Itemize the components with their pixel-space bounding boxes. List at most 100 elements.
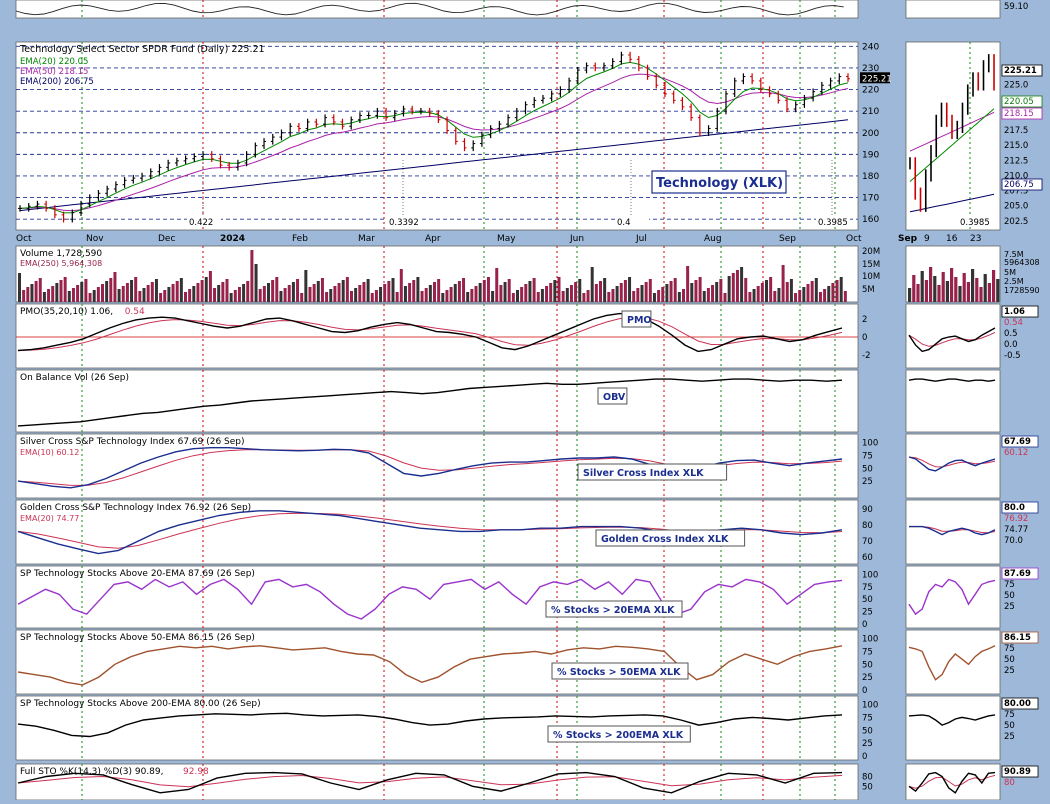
indicator-label-box — [577, 463, 728, 481]
x-axis-tick: Jun — [569, 234, 584, 244]
volume-y-tick: 5M — [862, 285, 875, 295]
volume-bar — [67, 291, 71, 302]
annotation-bg — [187, 216, 221, 227]
indicator-label-box — [545, 600, 683, 618]
indicator-y-tick: 100 — [862, 439, 878, 449]
volume-bar — [706, 288, 710, 302]
indicator-label: PMO — [627, 315, 652, 326]
indicator-line — [17, 312, 843, 353]
volume-bar — [370, 293, 374, 302]
volume-bar — [536, 292, 540, 302]
indicator-right-label: 80 — [1004, 778, 1015, 788]
volume-bar — [217, 285, 221, 302]
volume-bar — [146, 285, 150, 302]
volume-bar — [350, 291, 353, 302]
right-panel-bg — [905, 0, 1001, 19]
volume-bar — [619, 283, 623, 302]
indicator-y-tick: 50 — [862, 726, 873, 736]
right-indicator-line — [908, 327, 996, 353]
indicator-label-box — [547, 725, 691, 743]
volume-bar — [84, 279, 88, 302]
x-axis-tick: Feb — [292, 234, 308, 244]
volume-bar — [96, 287, 100, 302]
indicator-label-box — [595, 529, 746, 547]
ema200-line — [19, 119, 849, 212]
indicator-right-label: 75 — [1004, 644, 1015, 654]
volume-bar — [802, 287, 806, 302]
volume-bar — [308, 287, 312, 302]
price-y-tick: 160 — [862, 215, 879, 225]
volume-bar — [30, 284, 34, 302]
volume-bar — [582, 293, 586, 302]
indicator-right-label: 74.77 — [1004, 525, 1028, 535]
indicator-title-signal: 0.54 — [125, 307, 145, 317]
indicator-y-tick: 50 — [862, 660, 873, 670]
volume-bar — [437, 279, 441, 302]
volume-bar — [51, 286, 55, 302]
volume-bar — [225, 279, 229, 302]
price-y-tick: 170 — [862, 194, 879, 204]
volume-bar — [785, 282, 789, 302]
x-axis-tick: May — [497, 234, 516, 244]
right-y-tick: 225.0 — [1004, 80, 1028, 90]
volume-bar — [159, 293, 163, 302]
volume-bar — [362, 282, 366, 302]
indicator-value-tag — [1001, 501, 1039, 514]
volume-bar — [545, 286, 549, 302]
indicator-y-tick: 50 — [862, 782, 873, 792]
volume-bar — [590, 267, 594, 302]
indicator-y-tick: 0 — [862, 686, 867, 696]
volume-bar — [271, 280, 275, 302]
volume-bar — [520, 287, 524, 302]
volume-bar — [657, 290, 661, 302]
right-panel-bg — [905, 629, 1001, 695]
indicator-y-tick: 75 — [862, 451, 873, 461]
ema50-line — [19, 73, 849, 212]
volume-bar — [433, 282, 436, 302]
volume-bar — [80, 282, 84, 302]
right-volume-bar — [950, 268, 954, 302]
volume-bar — [843, 291, 847, 302]
annotation-bg — [816, 216, 850, 227]
volume-bar — [474, 286, 478, 302]
volume-bar — [358, 285, 362, 302]
volume-bar — [279, 291, 283, 302]
right-volume-bar — [983, 274, 987, 302]
right-indicator-line — [908, 578, 996, 616]
right-panel-bg — [905, 433, 1001, 499]
indicator-y-tick: 90 — [862, 505, 873, 515]
volume-bar — [229, 293, 233, 302]
price-y-tick: 210 — [862, 107, 879, 117]
volume-bar — [88, 293, 92, 302]
indicator-title: PMO(35,20,10) 1.06, — [20, 307, 113, 317]
volume-bar — [607, 292, 611, 302]
right-volume-bar — [971, 269, 975, 302]
indicator-y-tick: 25 — [862, 477, 873, 487]
panel-bg — [15, 245, 859, 303]
volume-bar — [835, 280, 839, 302]
price-y-tick: 180 — [862, 172, 879, 182]
volume-bar — [22, 290, 26, 302]
indicator-right-label: 75 — [1004, 580, 1015, 590]
volume-bar — [213, 288, 217, 302]
volume-bar — [208, 271, 212, 302]
indicator-value-tag — [1001, 765, 1039, 778]
price-y-tick: 240 — [862, 42, 879, 52]
volume-bar — [408, 283, 412, 302]
price-annotation: 0.422 — [189, 218, 213, 228]
volume-bar — [329, 289, 333, 302]
volume-bar — [63, 277, 67, 302]
volume-bar — [179, 278, 183, 302]
indicator-label-box — [621, 310, 652, 328]
volume-bar — [391, 278, 395, 302]
volume-right-label: 5964308 — [1004, 258, 1040, 267]
indicator-y-tick: 25 — [862, 739, 873, 749]
right-y-tick: 210.0 — [1004, 171, 1028, 181]
volume-bar — [553, 280, 557, 302]
indicator-y-tick: 100 — [862, 570, 878, 580]
right-x-tick: 16 — [946, 234, 958, 244]
indicator-line — [17, 712, 843, 738]
right-indicator-line — [908, 456, 996, 472]
volume-bar — [138, 291, 142, 302]
